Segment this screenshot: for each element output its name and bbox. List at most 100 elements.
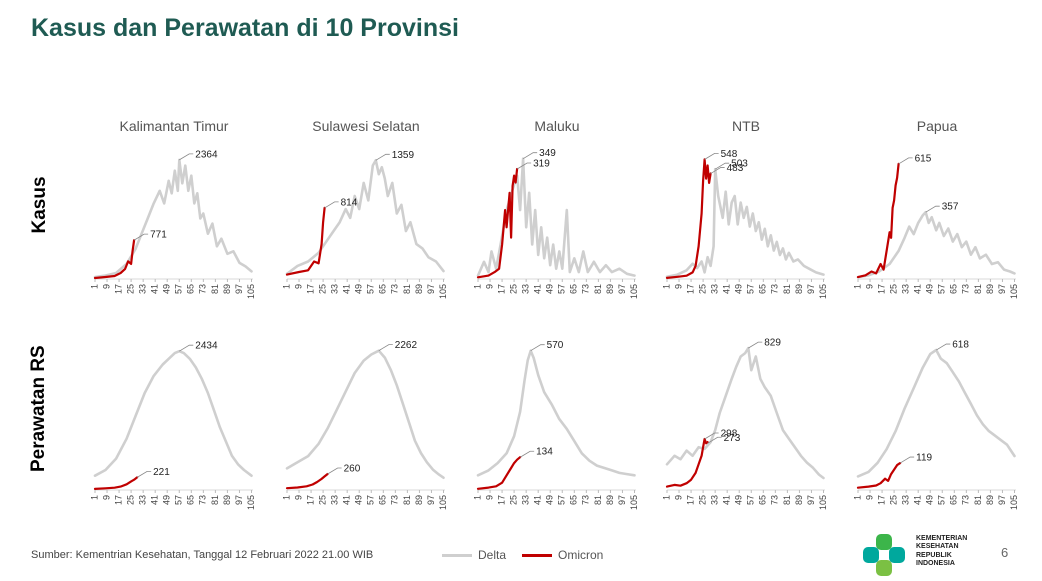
x-tick-label: 65 [569,284,579,294]
x-tick-label: 97 [997,495,1007,505]
x-tick-label: 81 [402,284,412,294]
x-tick-label: 41 [533,495,543,505]
x-tick-label: 89 [222,495,232,505]
x-tick-label: 57 [174,495,184,505]
x-tick-label: 49 [734,495,744,505]
delta-series-line [665,346,825,480]
annotation-leader [375,153,390,161]
chart-panel: Kalimantan Timur 1 9 17 25 33 41 49 57 65 73 81 89 97… [89,118,255,299]
x-tick-label: 41 [342,284,352,294]
annotation-label: 2262 [395,340,418,351]
x-tick-label: 97 [997,284,1007,294]
annotation-leader [898,157,913,165]
x-tick-label: 65 [378,495,388,505]
x-tick-label: 9 [864,495,874,500]
x-tick-label: 25 [508,284,518,294]
x-tick-label: 9 [673,495,683,500]
annotation-leader [516,162,532,170]
x-tick-label: 65 [949,495,959,505]
x-tick-label: 81 [973,284,983,294]
x-tick-label: 65 [378,284,388,294]
x-tick-label: 89 [414,495,424,505]
x-tick-label: 1 [89,495,99,500]
x-tick-label: 57 [746,284,756,294]
omicron-series-line [93,239,136,280]
annotation-label: 829 [764,338,781,349]
x-tick-label: 89 [605,495,615,505]
annotation-label: 134 [536,447,553,458]
delta-series-line [476,157,636,277]
annotation-label: 615 [915,153,932,164]
x-tick-label: 9 [673,284,683,289]
x-tick-label: 9 [864,284,874,289]
annotation-label: 503 [731,159,748,170]
x-tick-label: 65 [186,495,196,505]
legend-delta-swatch [442,553,472,557]
annotation-leader [704,152,719,160]
x-tick-label: 25 [697,495,707,505]
x-tick-label: 25 [888,284,898,294]
x-tick-label: 9 [293,284,303,289]
x-tick-label: 1 [281,284,291,289]
annotation-label: 814 [341,197,358,208]
chart-title: Sulawesi Selatan [312,118,419,134]
x-tick-label: 81 [973,495,983,505]
x-tick-label: 73 [390,284,400,294]
x-tick-label: 73 [961,495,971,505]
x-tick-label: 105 [629,495,639,510]
row-label-kasus: Kasus [29,176,50,234]
x-tick-label: 57 [557,495,567,505]
annotation-leader [899,456,915,464]
annotation-label: 221 [153,467,170,478]
x-tick-label: 89 [605,284,615,294]
x-tick-label: 25 [125,495,135,505]
x-tick-label: 9 [101,495,111,500]
annotation-leader [710,167,725,174]
omicron-series-line [665,158,712,279]
x-tick-label: 9 [484,284,494,289]
annotation-leader [327,467,342,475]
x-tick-label: 105 [438,284,448,299]
omicron-series-line [476,456,522,490]
annotation-label: 298 [721,429,738,440]
x-tick-label: 33 [330,495,340,505]
chart-panel: 1 9 17 25 33 41 49 57 65 73 81 89 97 105 618 119 [852,340,1018,510]
x-tick-label: 41 [722,495,732,505]
x-tick-label: 81 [402,495,412,505]
x-tick-label: 17 [876,495,886,505]
x-tick-label: 33 [138,284,148,294]
chart-title: Papua [917,118,958,134]
annotation-leader [136,470,152,478]
x-tick-label: 17 [685,495,695,505]
annotation-label: 349 [539,148,556,159]
x-tick-label: 49 [354,284,364,294]
x-tick-label: 89 [414,284,424,294]
x-tick-label: 49 [545,495,555,505]
x-tick-label: 105 [818,495,828,510]
x-tick-label: 97 [617,284,627,294]
x-tick-label: 73 [390,495,400,505]
omicron-series-line [856,162,900,279]
x-tick-label: 105 [1009,284,1019,299]
x-tick-label: 1 [661,284,671,289]
annotation-leader [133,233,149,241]
x-tick-label: 73 [581,495,591,505]
x-tick-label: 89 [794,284,804,294]
x-tick-label: 105 [246,495,256,510]
chart-title: Maluku [534,118,579,134]
x-tick-label: 81 [593,495,603,505]
x-tick-label: 1 [281,495,291,500]
annotation-leader [179,344,194,352]
x-tick-label: 9 [101,284,111,289]
annotation-label: 119 [916,453,932,464]
chart-panel: 1 9 17 25 33 41 49 57 65 73 81 89 97 105 570 134 [472,340,638,510]
annotation-label: 1359 [392,150,415,161]
x-tick-label: 81 [782,284,792,294]
x-tick-label: 57 [937,495,947,505]
x-tick-label: 97 [234,284,244,294]
chart-panel: 1 9 17 25 33 41 49 57 65 73 81 89 97 105 2262 260 [281,340,447,510]
x-tick-label: 41 [150,284,160,294]
logo-line: REPUBLIK [916,551,952,559]
x-tick-label: 41 [150,495,160,505]
